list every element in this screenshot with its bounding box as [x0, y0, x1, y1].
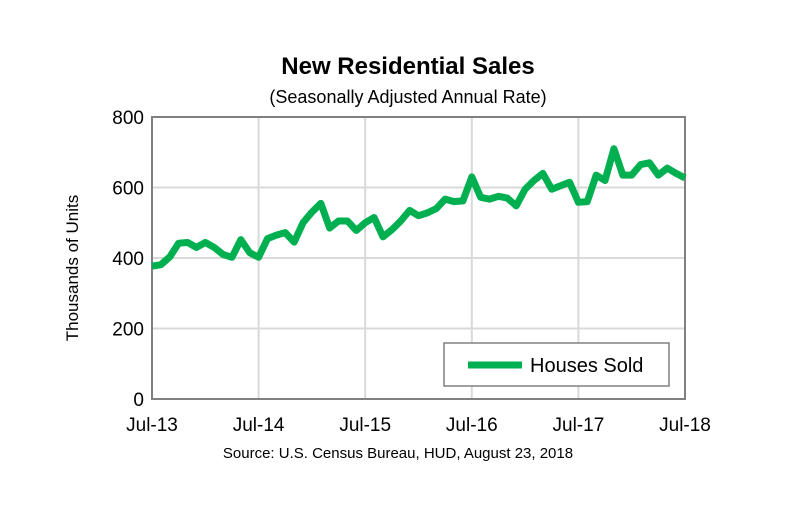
- y-tick-label: 400: [112, 249, 144, 270]
- x-tick-label: Jul-15: [339, 415, 391, 436]
- x-tick-label: Jul-17: [553, 415, 605, 436]
- chart-title: New Residential Sales: [281, 53, 534, 80]
- legend-label: Houses Sold: [530, 355, 643, 377]
- plot-area-border: [151, 116, 686, 400]
- source-note: Source: U.S. Census Bureau, HUD, August …: [223, 445, 573, 462]
- legend: Houses Sold: [443, 342, 670, 387]
- y-tick-label: 600: [112, 179, 144, 200]
- x-tick-label: Jul-18: [659, 415, 711, 436]
- x-tick-label: Jul-16: [446, 415, 498, 436]
- x-tick-label: Jul-14: [233, 415, 285, 436]
- series-line-houses-sold: [151, 145, 687, 270]
- y-tick-label: 800: [112, 108, 144, 129]
- y-tick-label: 0: [133, 390, 144, 411]
- x-tick-label: Jul-13: [126, 415, 178, 436]
- y-axis-label: Thousands of Units: [63, 195, 82, 341]
- chart-subtitle: (Seasonally Adjusted Annual Rate): [269, 87, 546, 107]
- y-tick-label: 200: [112, 320, 144, 341]
